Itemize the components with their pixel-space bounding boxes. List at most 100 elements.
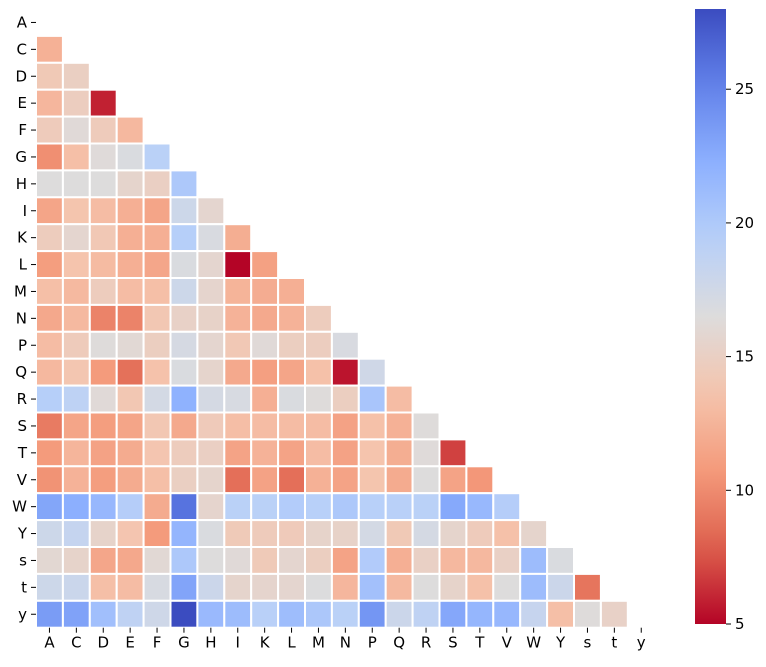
y-tick-label: S bbox=[17, 417, 27, 435]
heatmap-cell-N-F bbox=[142, 303, 172, 333]
heatmap-cell-L-G bbox=[169, 250, 199, 280]
heatmap-cell-P-F bbox=[142, 330, 172, 360]
y-tick-label: Y bbox=[17, 525, 28, 543]
y-tick-label: N bbox=[16, 309, 27, 327]
heatmap-cell-R-E bbox=[115, 384, 145, 414]
y-tick-label: P bbox=[18, 336, 27, 354]
heatmap-cell-H-E bbox=[115, 169, 145, 199]
heatmap-cell-W-V bbox=[492, 492, 522, 522]
heatmap-cell-s-I bbox=[223, 546, 253, 575]
heatmap-cell-S-N bbox=[330, 411, 360, 441]
x-tick-label: G bbox=[178, 634, 190, 652]
heatmap-cell-V-F bbox=[142, 465, 172, 495]
heatmap-cell-Y-Q bbox=[384, 519, 414, 548]
x-tick-label: Q bbox=[393, 634, 405, 652]
heatmap-cell-Y-M bbox=[304, 519, 333, 548]
y-tick-label: H bbox=[16, 175, 27, 193]
heatmap-cell-W-G bbox=[169, 492, 199, 522]
heatmap-cell-T-F bbox=[142, 438, 172, 468]
heatmap-cell-E-C bbox=[61, 88, 91, 118]
heatmap-cell-s-G bbox=[169, 546, 199, 575]
heatmap-cell-P-C bbox=[61, 330, 91, 360]
heatmap-cell-W-Q bbox=[384, 492, 414, 522]
heatmap-cell-S-A bbox=[35, 411, 64, 441]
x-tick-label: P bbox=[368, 634, 377, 652]
heatmap-cell-H-D bbox=[88, 169, 118, 199]
colorbar-gradient bbox=[695, 9, 726, 624]
heatmap-cell-V-R bbox=[411, 465, 441, 495]
x-tick-label: M bbox=[312, 634, 325, 652]
heatmap-cell-T-G bbox=[169, 438, 199, 468]
heatmap-cell-R-H bbox=[196, 384, 226, 414]
heatmap-cell-Q-H bbox=[196, 357, 226, 387]
heatmap-cell-s-Q bbox=[384, 546, 414, 575]
x-tick-label: A bbox=[44, 634, 55, 652]
heatmap-cell-G-E bbox=[115, 142, 145, 172]
heatmap-cell-K-I bbox=[223, 223, 253, 253]
heatmap-cell-s-S bbox=[438, 546, 468, 575]
y-tick-label: t bbox=[21, 578, 27, 596]
heatmap-cell-N-L bbox=[277, 303, 307, 333]
heatmap-cell-T-E bbox=[115, 438, 145, 468]
heatmap-cell-P-A bbox=[35, 330, 64, 360]
colorbar-tick-label: 20 bbox=[735, 214, 754, 232]
x-tick-label: K bbox=[260, 634, 271, 652]
heatmap-cell-S-K bbox=[250, 411, 280, 441]
heatmap-cell-R-I bbox=[223, 384, 253, 414]
y-tick-label: I bbox=[23, 202, 27, 220]
y-tick-label: E bbox=[18, 94, 27, 112]
heatmap-cell-t-M bbox=[304, 572, 333, 602]
y-tick-label: G bbox=[15, 148, 27, 166]
heatmap-cell-H-A bbox=[35, 169, 64, 199]
heatmap-cell-y-t bbox=[599, 599, 629, 629]
heatmap-cell-T-H bbox=[196, 438, 226, 468]
heatmap-cell-V-K bbox=[250, 465, 280, 495]
heatmap-cell-W-T bbox=[465, 492, 495, 522]
x-tick-label: y bbox=[637, 634, 646, 652]
heatmap-cell-N-I bbox=[223, 303, 253, 333]
heatmap-cell-W-H bbox=[196, 492, 226, 522]
heatmap-cell-W-A bbox=[35, 492, 64, 522]
heatmap-cell-N-M bbox=[304, 303, 333, 333]
heatmap-cell-N-E bbox=[115, 303, 145, 333]
x-tick-label: T bbox=[474, 634, 485, 652]
heatmap-cell-V-P bbox=[357, 465, 387, 495]
heatmap-cell-W-P bbox=[357, 492, 387, 522]
y-tick-label: s bbox=[19, 551, 27, 569]
heatmap-cell-t-A bbox=[35, 572, 64, 602]
heatmap-cell-y-N bbox=[330, 599, 360, 629]
colorbar-tick-label: 15 bbox=[735, 348, 754, 366]
heatmap-cell-Y-S bbox=[438, 519, 468, 548]
heatmap-cell-s-D bbox=[88, 546, 118, 575]
heatmap-cell-M-L bbox=[277, 277, 307, 306]
heatmap-cell-R-C bbox=[61, 384, 91, 414]
heatmap-cell-Y-K bbox=[250, 519, 280, 548]
heatmap-cell-s-R bbox=[411, 546, 441, 575]
heatmap-cell-G-C bbox=[61, 142, 91, 172]
heatmap-cell-s-E bbox=[115, 546, 145, 575]
heatmap-cell-S-E bbox=[115, 411, 145, 441]
heatmap-cell-M-E bbox=[115, 277, 145, 306]
heatmap-cell-M-G bbox=[169, 277, 199, 306]
heatmap-cell-N-H bbox=[196, 303, 226, 333]
heatmap-cell-R-F bbox=[142, 384, 172, 414]
x-tick-label: F bbox=[153, 634, 162, 652]
heatmap-cell-Q-A bbox=[35, 357, 64, 387]
heatmap-cell-Y-A bbox=[35, 519, 64, 548]
heatmap-cell-Y-P bbox=[357, 519, 387, 548]
heatmap-cell-y-K bbox=[250, 599, 280, 629]
heatmap-cell-y-s bbox=[573, 599, 602, 629]
heatmap-cell-I-A bbox=[35, 196, 64, 226]
heatmap-cell-S-C bbox=[61, 411, 91, 441]
y-tick-label: F bbox=[18, 121, 27, 139]
heatmap-cell-Y-T bbox=[465, 519, 495, 548]
heatmap-cell-y-C bbox=[61, 599, 91, 629]
x-tick-label: D bbox=[97, 634, 109, 652]
y-tick-label: R bbox=[17, 390, 27, 408]
y-tick-label: A bbox=[17, 13, 28, 31]
heatmap-cell-Q-N bbox=[330, 357, 360, 387]
heatmap-cell-K-H bbox=[196, 223, 226, 253]
heatmap-cell-s-V bbox=[492, 546, 522, 575]
heatmap-cell-S-D bbox=[88, 411, 118, 441]
